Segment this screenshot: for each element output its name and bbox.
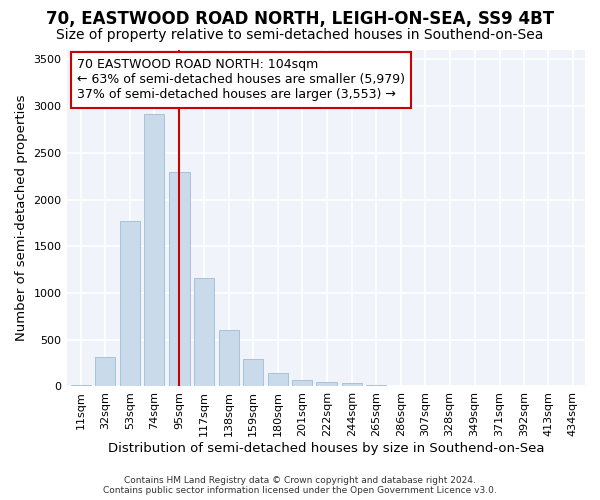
Bar bbox=[367, 385, 386, 386]
Bar bbox=[218, 330, 239, 386]
Text: 70 EASTWOOD ROAD NORTH: 104sqm
← 63% of semi-detached houses are smaller (5,979): 70 EASTWOOD ROAD NORTH: 104sqm ← 63% of … bbox=[77, 58, 405, 102]
Bar bbox=[243, 360, 263, 386]
Text: Size of property relative to semi-detached houses in Southend-on-Sea: Size of property relative to semi-detach… bbox=[56, 28, 544, 42]
Bar bbox=[194, 278, 214, 386]
Bar bbox=[120, 220, 140, 386]
Text: Contains HM Land Registry data © Crown copyright and database right 2024.
Contai: Contains HM Land Registry data © Crown c… bbox=[103, 476, 497, 495]
Y-axis label: Number of semi-detached properties: Number of semi-detached properties bbox=[15, 95, 28, 342]
Bar bbox=[95, 358, 115, 386]
Bar bbox=[292, 380, 312, 386]
X-axis label: Distribution of semi-detached houses by size in Southend-on-Sea: Distribution of semi-detached houses by … bbox=[107, 442, 544, 455]
Bar bbox=[316, 382, 337, 386]
Bar bbox=[144, 114, 164, 386]
Bar bbox=[169, 172, 190, 386]
Bar bbox=[342, 383, 362, 386]
Bar bbox=[268, 374, 287, 386]
Bar bbox=[71, 384, 91, 386]
Text: 70, EASTWOOD ROAD NORTH, LEIGH-ON-SEA, SS9 4BT: 70, EASTWOOD ROAD NORTH, LEIGH-ON-SEA, S… bbox=[46, 10, 554, 28]
